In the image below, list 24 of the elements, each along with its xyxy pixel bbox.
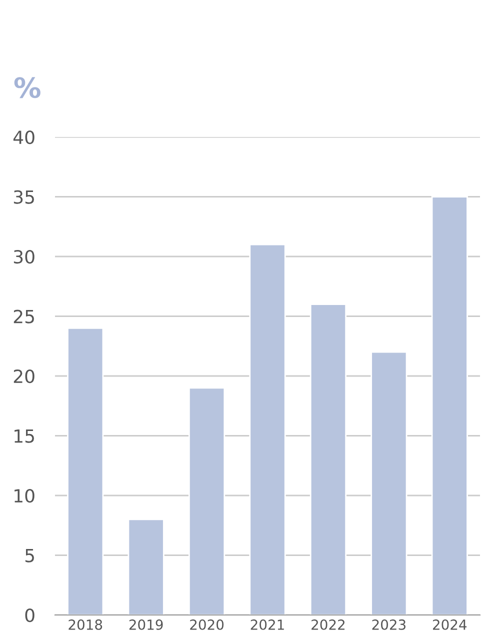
bar xyxy=(67,328,104,615)
y-axis-title: % xyxy=(14,77,40,98)
bar xyxy=(249,244,286,615)
y-tick-label: 35 xyxy=(14,190,34,204)
x-tick-label: 2019 xyxy=(129,619,163,630)
x-tick-label: 2022 xyxy=(312,619,344,630)
bar xyxy=(370,351,408,615)
bar xyxy=(188,387,226,615)
x-tick-label: 2023 xyxy=(372,619,406,630)
bar xyxy=(431,196,468,615)
y-tick-label: 5 xyxy=(25,548,34,562)
y-tick-label: 25 xyxy=(14,310,34,324)
x-tick-label: 2024 xyxy=(432,619,467,630)
y-tick-label: 10 xyxy=(14,488,34,503)
y-tick-label: 20 xyxy=(14,369,34,384)
bar xyxy=(310,304,347,615)
y-tick-label: 15 xyxy=(14,429,34,443)
y-tick-label: 30 xyxy=(14,250,34,264)
bar xyxy=(128,518,164,615)
y-tick-label: 40 xyxy=(13,130,34,144)
y-tick-label: 0 xyxy=(25,608,34,622)
x-tick-label: 2020 xyxy=(190,619,224,630)
x-tick-label: 2021 xyxy=(250,619,284,630)
x-tick-label: 2018 xyxy=(68,619,102,630)
